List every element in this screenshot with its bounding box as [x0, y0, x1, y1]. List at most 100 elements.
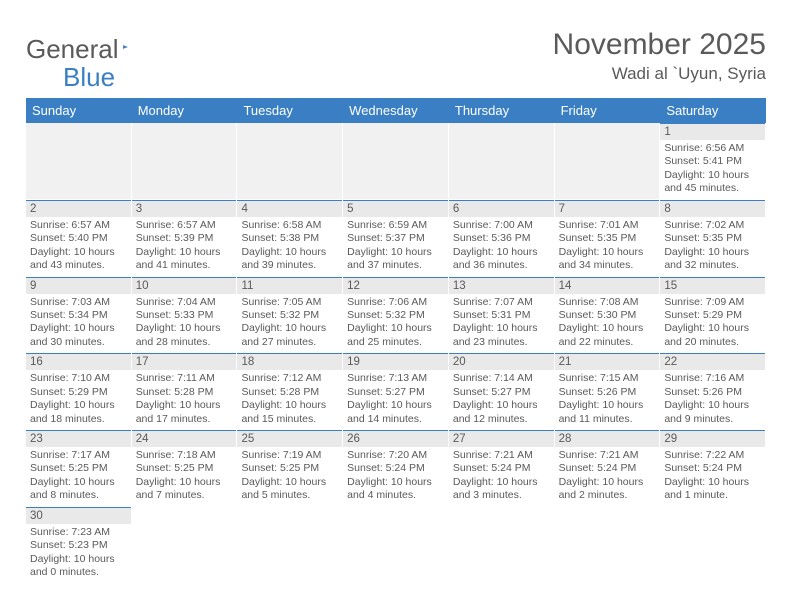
location: Wadi al `Uyun, Syria: [553, 64, 766, 84]
daylight-line: Daylight: 10 hours and 30 minutes.: [30, 322, 127, 349]
empty-day-body: [26, 139, 131, 199]
day-cell: [343, 123, 449, 200]
daylight-line: Daylight: 10 hours and 1 minute.: [664, 476, 761, 503]
sunrise-line: Sunrise: 7:02 AM: [664, 219, 761, 232]
month-title: November 2025: [553, 28, 766, 62]
day-cell: 7Sunrise: 7:01 AMSunset: 5:35 PMDaylight…: [555, 200, 661, 277]
day-cell: 19Sunrise: 7:13 AMSunset: 5:27 PMDayligh…: [343, 353, 449, 430]
daylight-line: Daylight: 10 hours and 39 minutes.: [241, 246, 338, 273]
day-body: Sunrise: 7:21 AMSunset: 5:24 PMDaylight:…: [555, 447, 660, 507]
sunset-line: Sunset: 5:33 PM: [136, 309, 233, 322]
day-body: Sunrise: 7:22 AMSunset: 5:24 PMDaylight:…: [660, 447, 765, 507]
sunset-line: Sunset: 5:32 PM: [241, 309, 338, 322]
day-number: 8: [660, 200, 765, 217]
day-body: Sunrise: 7:08 AMSunset: 5:30 PMDaylight:…: [555, 294, 660, 354]
day-body: Sunrise: 7:06 AMSunset: 5:32 PMDaylight:…: [343, 294, 448, 354]
sunrise-line: Sunrise: 7:12 AM: [241, 372, 338, 385]
sunrise-line: Sunrise: 7:18 AM: [136, 449, 233, 462]
day-body: Sunrise: 6:59 AMSunset: 5:37 PMDaylight:…: [343, 217, 448, 277]
day-cell: [132, 507, 238, 584]
sunset-line: Sunset: 5:25 PM: [241, 462, 338, 475]
sunset-line: Sunset: 5:28 PM: [241, 386, 338, 399]
sunrise-line: Sunrise: 7:11 AM: [136, 372, 233, 385]
daylight-line: Daylight: 10 hours and 11 minutes.: [559, 399, 656, 426]
day-number: 15: [660, 277, 765, 294]
sunrise-line: Sunrise: 6:57 AM: [30, 219, 127, 232]
sunset-line: Sunset: 5:24 PM: [664, 462, 761, 475]
sunset-line: Sunset: 5:27 PM: [453, 386, 550, 399]
title-block: November 2025 Wadi al `Uyun, Syria: [553, 28, 766, 84]
day-cell: 11Sunrise: 7:05 AMSunset: 5:32 PMDayligh…: [237, 277, 343, 354]
sunrise-line: Sunrise: 6:57 AM: [136, 219, 233, 232]
sunrise-line: Sunrise: 7:22 AM: [664, 449, 761, 462]
logo-text-blue: Blue: [63, 62, 115, 93]
daylight-line: Daylight: 10 hours and 41 minutes.: [136, 246, 233, 273]
day-body: Sunrise: 6:57 AMSunset: 5:40 PMDaylight:…: [26, 217, 131, 277]
day-cell: 28Sunrise: 7:21 AMSunset: 5:24 PMDayligh…: [555, 430, 661, 507]
sunrise-line: Sunrise: 6:56 AM: [664, 142, 761, 155]
daylight-line: Daylight: 10 hours and 22 minutes.: [559, 322, 656, 349]
sunrise-line: Sunrise: 7:08 AM: [559, 296, 656, 309]
empty-day-header: [237, 123, 342, 139]
daylight-line: Daylight: 10 hours and 27 minutes.: [241, 322, 338, 349]
week-row: 2Sunrise: 6:57 AMSunset: 5:40 PMDaylight…: [26, 200, 766, 277]
daylight-line: Daylight: 10 hours and 36 minutes.: [453, 246, 550, 273]
day-cell: 26Sunrise: 7:20 AMSunset: 5:24 PMDayligh…: [343, 430, 449, 507]
day-cell: 16Sunrise: 7:10 AMSunset: 5:29 PMDayligh…: [26, 353, 132, 430]
day-header: Saturday: [660, 98, 766, 123]
empty-day-header: [449, 123, 554, 139]
sunrise-line: Sunrise: 7:07 AM: [453, 296, 550, 309]
daylight-line: Daylight: 10 hours and 9 minutes.: [664, 399, 761, 426]
sunset-line: Sunset: 5:26 PM: [559, 386, 656, 399]
daylight-line: Daylight: 10 hours and 28 minutes.: [136, 322, 233, 349]
sunrise-line: Sunrise: 6:59 AM: [347, 219, 444, 232]
daylight-line: Daylight: 10 hours and 23 minutes.: [453, 322, 550, 349]
empty-day-body: [555, 139, 660, 199]
daylight-line: Daylight: 10 hours and 37 minutes.: [347, 246, 444, 273]
empty-day-body: [237, 139, 342, 199]
sunrise-line: Sunrise: 7:03 AM: [30, 296, 127, 309]
day-body: Sunrise: 7:02 AMSunset: 5:35 PMDaylight:…: [660, 217, 765, 277]
day-cell: 14Sunrise: 7:08 AMSunset: 5:30 PMDayligh…: [555, 277, 661, 354]
day-cell: [343, 507, 449, 584]
day-body: Sunrise: 7:11 AMSunset: 5:28 PMDaylight:…: [132, 370, 237, 430]
day-body: Sunrise: 7:00 AMSunset: 5:36 PMDaylight:…: [449, 217, 554, 277]
day-body: Sunrise: 7:05 AMSunset: 5:32 PMDaylight:…: [237, 294, 342, 354]
day-body: Sunrise: 7:10 AMSunset: 5:29 PMDaylight:…: [26, 370, 131, 430]
sunset-line: Sunset: 5:39 PM: [136, 232, 233, 245]
empty-day-body: [132, 139, 237, 199]
day-cell: 15Sunrise: 7:09 AMSunset: 5:29 PMDayligh…: [660, 277, 766, 354]
empty-day-body: [449, 139, 554, 199]
day-number: 24: [132, 430, 237, 447]
day-cell: 9Sunrise: 7:03 AMSunset: 5:34 PMDaylight…: [26, 277, 132, 354]
sunset-line: Sunset: 5:35 PM: [664, 232, 761, 245]
day-cell: [237, 507, 343, 584]
daylight-line: Daylight: 10 hours and 12 minutes.: [453, 399, 550, 426]
daylight-line: Daylight: 10 hours and 3 minutes.: [453, 476, 550, 503]
day-body: Sunrise: 7:07 AMSunset: 5:31 PMDaylight:…: [449, 294, 554, 354]
day-cell: [449, 123, 555, 200]
daylight-line: Daylight: 10 hours and 20 minutes.: [664, 322, 761, 349]
week-row: 16Sunrise: 7:10 AMSunset: 5:29 PMDayligh…: [26, 353, 766, 430]
day-cell: [449, 507, 555, 584]
day-cell: [555, 123, 661, 200]
day-cell: 3Sunrise: 6:57 AMSunset: 5:39 PMDaylight…: [132, 200, 238, 277]
day-body: Sunrise: 7:23 AMSunset: 5:23 PMDaylight:…: [26, 524, 131, 584]
sunset-line: Sunset: 5:37 PM: [347, 232, 444, 245]
day-body: Sunrise: 7:16 AMSunset: 5:26 PMDaylight:…: [660, 370, 765, 430]
sunrise-line: Sunrise: 7:10 AM: [30, 372, 127, 385]
day-number: 29: [660, 430, 765, 447]
day-body: Sunrise: 7:15 AMSunset: 5:26 PMDaylight:…: [555, 370, 660, 430]
empty-day-header: [132, 123, 237, 139]
sunset-line: Sunset: 5:38 PM: [241, 232, 338, 245]
day-cell: 25Sunrise: 7:19 AMSunset: 5:25 PMDayligh…: [237, 430, 343, 507]
daylight-line: Daylight: 10 hours and 34 minutes.: [559, 246, 656, 273]
sunrise-line: Sunrise: 7:19 AM: [241, 449, 338, 462]
day-number: 28: [555, 430, 660, 447]
sunrise-line: Sunrise: 7:13 AM: [347, 372, 444, 385]
day-header: Thursday: [449, 98, 555, 123]
day-number: 2: [26, 200, 131, 217]
day-number: 11: [237, 277, 342, 294]
sunset-line: Sunset: 5:31 PM: [453, 309, 550, 322]
sunrise-line: Sunrise: 7:23 AM: [30, 526, 127, 539]
